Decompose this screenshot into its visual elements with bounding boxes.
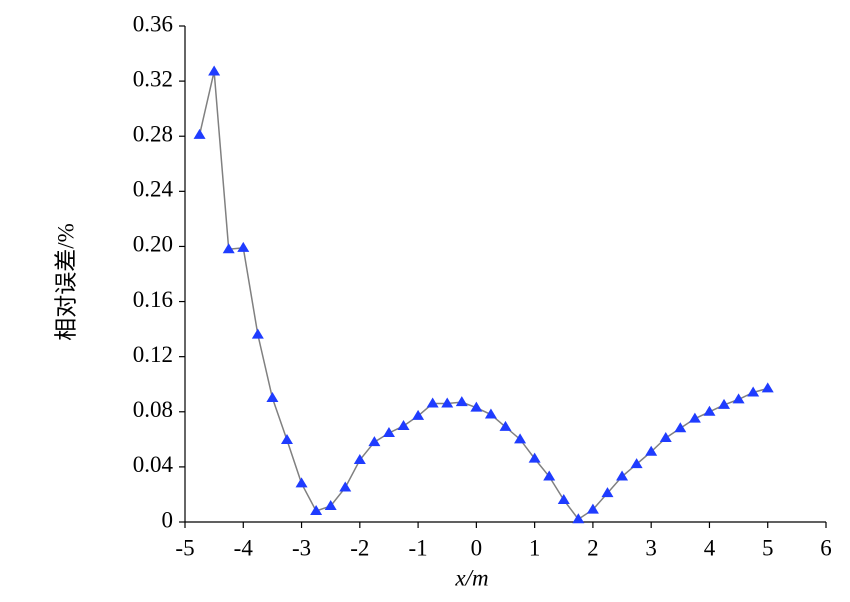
data-point bbox=[557, 493, 570, 504]
data-point bbox=[616, 470, 629, 481]
data-point bbox=[732, 393, 745, 404]
y-tick-label: 0.12 bbox=[133, 342, 173, 367]
data-point bbox=[382, 426, 395, 437]
data-point bbox=[586, 503, 599, 514]
y-tick-label: 0.16 bbox=[133, 287, 173, 312]
x-tick-label: 0 bbox=[471, 535, 483, 560]
x-tick-label: -4 bbox=[234, 535, 254, 560]
x-tick-label: 1 bbox=[529, 535, 541, 560]
y-tick-label: 0.32 bbox=[133, 66, 173, 91]
data-point bbox=[412, 409, 425, 420]
x-tick-label: -3 bbox=[292, 535, 311, 560]
data-point bbox=[237, 241, 250, 252]
x-tick-label: -5 bbox=[175, 535, 194, 560]
data-point bbox=[310, 504, 323, 515]
data-point bbox=[441, 397, 454, 408]
y-tick-label: 0 bbox=[162, 507, 174, 532]
data-point bbox=[193, 128, 206, 139]
data-point bbox=[630, 458, 643, 469]
y-axis-label: 相对误差/% bbox=[53, 223, 78, 341]
data-point bbox=[353, 454, 366, 464]
data-point bbox=[688, 412, 701, 423]
data-point bbox=[222, 243, 235, 254]
data-point bbox=[572, 513, 585, 524]
data-point bbox=[455, 396, 468, 407]
x-tick-label: -2 bbox=[350, 535, 369, 560]
y-tick-label: 0.36 bbox=[133, 11, 173, 36]
x-tick-label: -1 bbox=[409, 535, 428, 560]
data-point bbox=[266, 392, 279, 402]
x-tick-label: 3 bbox=[645, 535, 657, 560]
data-point bbox=[426, 397, 439, 408]
data-point bbox=[280, 434, 293, 445]
y-tick-label: 0.04 bbox=[133, 452, 174, 477]
data-point bbox=[339, 481, 352, 492]
data-point bbox=[397, 419, 410, 430]
data-point bbox=[295, 477, 308, 488]
y-tick-label: 0.08 bbox=[133, 397, 173, 422]
x-tick-label: 4 bbox=[704, 535, 716, 560]
data-point bbox=[514, 433, 527, 444]
data-point bbox=[324, 500, 337, 511]
data-point bbox=[747, 386, 760, 397]
data-point bbox=[543, 470, 556, 481]
data-point bbox=[470, 401, 483, 412]
data-point bbox=[703, 405, 716, 416]
data-point bbox=[761, 382, 774, 393]
x-tick-label: 2 bbox=[587, 535, 599, 560]
data-point bbox=[484, 408, 497, 419]
x-axis-label: x/m bbox=[454, 565, 488, 590]
data-point bbox=[208, 65, 221, 76]
data-point bbox=[368, 436, 381, 447]
data-point bbox=[718, 398, 731, 409]
x-tick-label: 6 bbox=[820, 535, 832, 560]
y-tick-label: 0.20 bbox=[133, 232, 173, 257]
data-point bbox=[674, 422, 687, 433]
series-line bbox=[198, 71, 768, 521]
x-tick-label: 5 bbox=[762, 535, 774, 560]
data-point bbox=[645, 445, 658, 456]
data-point bbox=[601, 487, 614, 498]
data-point bbox=[659, 431, 672, 442]
y-tick-label: 0.28 bbox=[133, 122, 173, 147]
data-point bbox=[251, 328, 264, 339]
y-tick-label: 0.24 bbox=[133, 177, 174, 202]
data-point bbox=[528, 452, 541, 463]
data-point bbox=[499, 420, 512, 431]
